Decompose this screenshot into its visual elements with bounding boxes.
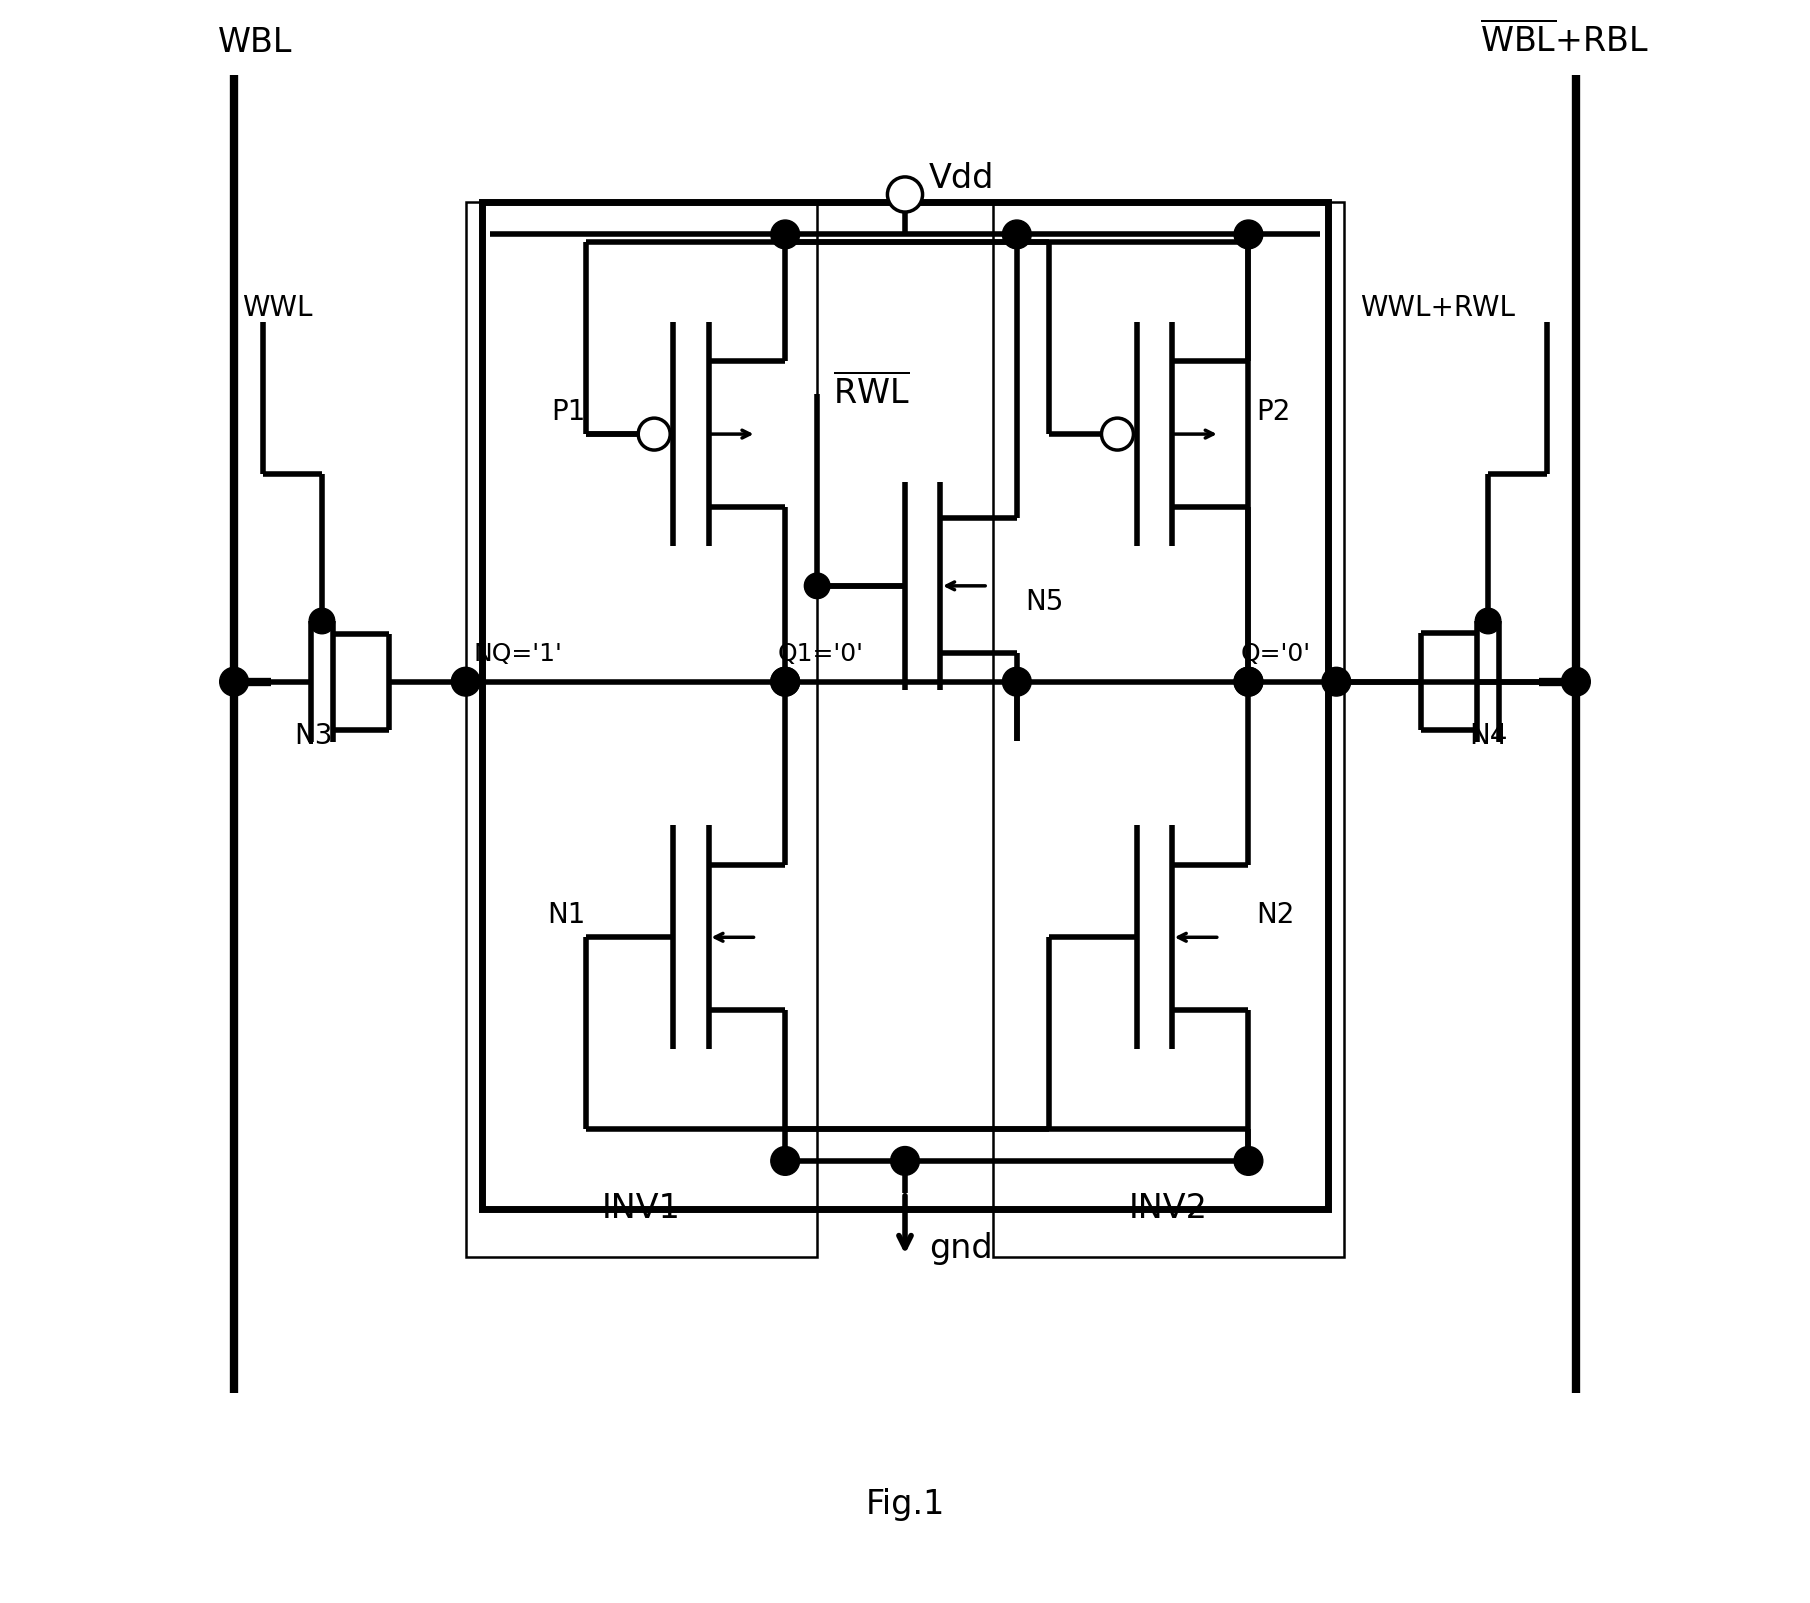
Text: $\overline{\rm RWL}$: $\overline{\rm RWL}$ [833, 373, 910, 410]
Text: WWL+RWL: WWL+RWL [1361, 295, 1515, 322]
Circle shape [804, 572, 831, 598]
Circle shape [1102, 418, 1133, 450]
Text: gnd: gnd [929, 1233, 992, 1265]
Text: Q='0': Q='0' [1240, 641, 1310, 665]
Text: $\overline{\rm WBL}$+RBL: $\overline{\rm WBL}$+RBL [1481, 21, 1649, 59]
Circle shape [310, 608, 335, 633]
Text: P1: P1 [550, 398, 585, 426]
Circle shape [219, 667, 248, 696]
Circle shape [1003, 667, 1032, 696]
Text: WWL: WWL [243, 295, 313, 322]
Circle shape [891, 1146, 919, 1175]
Text: P2: P2 [1256, 398, 1291, 426]
Circle shape [887, 176, 923, 212]
Circle shape [451, 667, 480, 696]
Bar [481, 202, 1329, 1209]
Text: N4: N4 [1470, 721, 1508, 750]
Circle shape [1234, 667, 1263, 696]
Circle shape [771, 1146, 800, 1175]
Text: WBL: WBL [217, 26, 293, 59]
Circle shape [639, 418, 670, 450]
Text: Fig.1: Fig.1 [865, 1488, 945, 1521]
Circle shape [771, 667, 800, 696]
Text: Vdd: Vdd [929, 162, 994, 196]
Circle shape [1321, 667, 1350, 696]
Circle shape [1234, 1146, 1263, 1175]
Text: N1: N1 [547, 901, 585, 930]
Bar [994, 202, 1345, 1257]
Text: N2: N2 [1256, 901, 1294, 930]
Circle shape [1234, 220, 1263, 248]
Circle shape [1562, 667, 1591, 696]
Text: Q1='0': Q1='0' [776, 641, 863, 665]
Circle shape [1003, 220, 1032, 248]
Circle shape [1234, 667, 1263, 696]
Text: INV2: INV2 [1129, 1191, 1207, 1225]
Text: N3: N3 [295, 721, 333, 750]
Text: INV1: INV1 [603, 1191, 681, 1225]
Circle shape [1475, 608, 1500, 633]
Bar [465, 202, 816, 1257]
Circle shape [771, 667, 800, 696]
Text: NQ='1': NQ='1' [474, 641, 563, 665]
Text: N5: N5 [1024, 588, 1062, 616]
Circle shape [771, 220, 800, 248]
